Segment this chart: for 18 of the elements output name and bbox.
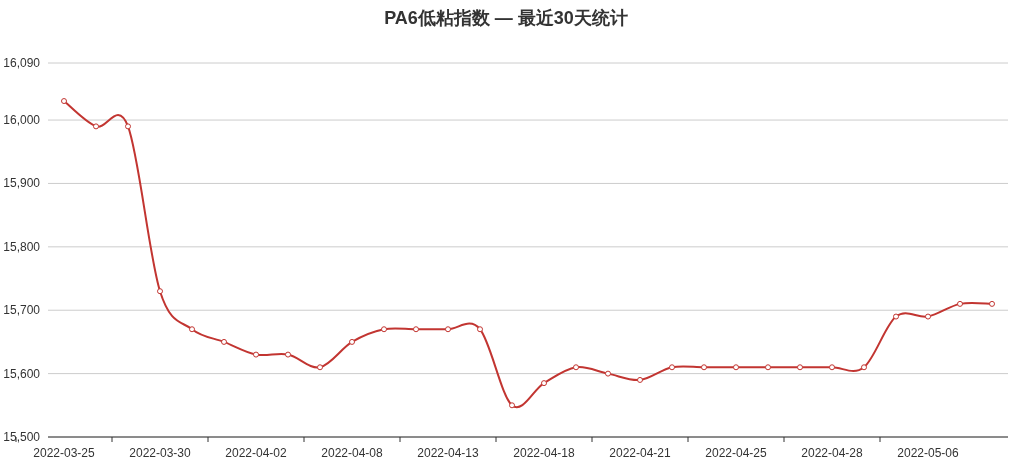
chart-title: PA6低粘指数 — 最近30天统计 [384,8,628,28]
x-tick-label: 2022-04-28 [801,446,864,460]
x-tick-label: 2022-04-13 [417,446,480,460]
x-tick-label: 2022-04-08 [321,446,384,460]
y-tick-label: 15,500 [3,430,41,444]
x-tick-label: 2022-04-21 [609,446,672,460]
x-tick-label: 2022-05-06 [897,446,960,460]
x-tick-label: 2022-04-25 [705,446,768,460]
y-tick-label: 16,000 [3,113,41,128]
y-tick-label: 15,900 [3,176,41,191]
x-tick-label: 2022-04-02 [225,446,288,460]
x-tick-label: 2022-03-25 [33,446,96,460]
y-tick-label: 15,800 [3,239,41,254]
y-tick-label: 15,600 [3,366,41,381]
y-tick-label: 15,700 [3,303,41,318]
x-tick-label: 2022-04-18 [513,446,576,460]
y-tick-label: 16,090 [3,56,41,70]
x-tick-label: 2022-03-30 [129,446,192,460]
